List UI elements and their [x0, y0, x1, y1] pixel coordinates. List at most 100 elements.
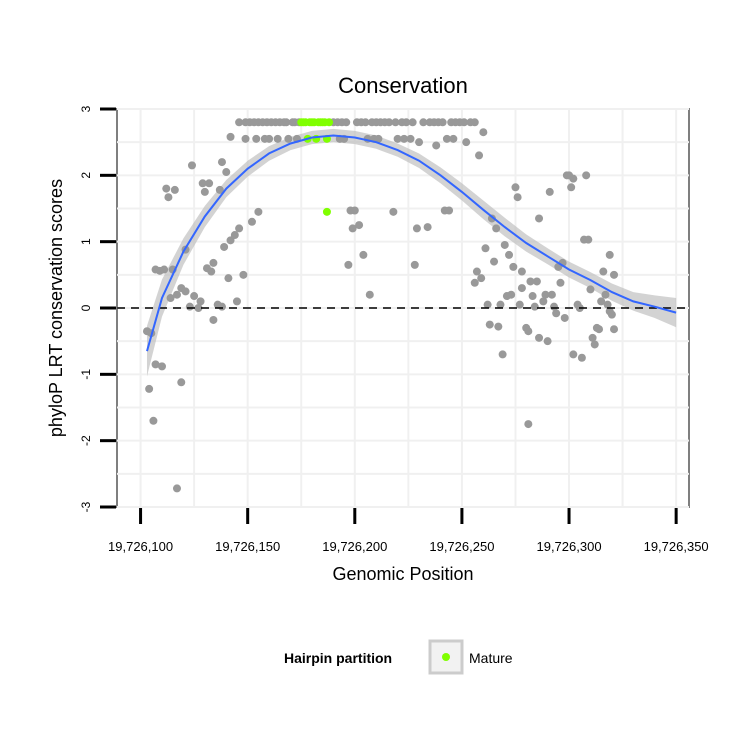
data-point — [472, 267, 481, 276]
y-tick-label: -2 — [79, 435, 93, 446]
mature-point — [322, 207, 331, 216]
data-point — [149, 416, 158, 425]
data-point — [597, 297, 606, 306]
data-point — [423, 223, 432, 232]
data-point — [475, 151, 484, 160]
data-point — [547, 290, 556, 299]
legend-label-mature: Mature — [469, 650, 513, 666]
data-point — [517, 267, 526, 276]
data-point — [605, 250, 614, 259]
data-point — [526, 277, 535, 286]
data-points — [142, 118, 619, 493]
data-point — [582, 171, 591, 180]
data-point — [230, 231, 239, 240]
data-point — [160, 265, 169, 274]
data-point — [500, 240, 509, 249]
data-point — [539, 297, 548, 306]
data-point — [177, 378, 186, 387]
data-point — [220, 242, 229, 251]
data-point — [556, 278, 565, 287]
data-point — [507, 290, 516, 299]
data-point — [511, 183, 520, 192]
data-point — [226, 132, 235, 141]
data-point — [569, 350, 578, 359]
data-point — [590, 340, 599, 349]
data-point — [607, 310, 616, 319]
x-tick-label: 19,726,100 — [108, 539, 173, 554]
data-point — [172, 484, 181, 493]
data-point — [365, 290, 374, 299]
data-point — [569, 174, 578, 183]
data-point — [400, 134, 409, 143]
data-point — [586, 285, 595, 294]
data-point — [577, 353, 586, 362]
data-point — [200, 187, 209, 196]
data-point — [552, 309, 561, 318]
data-point — [584, 235, 593, 244]
y-tick-label: -3 — [79, 501, 93, 512]
data-point — [498, 350, 507, 359]
data-point — [145, 384, 154, 393]
data-point — [560, 313, 569, 322]
data-point — [232, 297, 241, 306]
data-point — [217, 302, 226, 311]
data-point — [393, 134, 402, 143]
data-point — [415, 138, 424, 147]
data-point — [209, 315, 218, 324]
y-tick-label: 3 — [79, 105, 93, 112]
data-point — [412, 224, 421, 233]
data-point — [445, 206, 454, 215]
data-point — [487, 214, 496, 223]
data-point — [217, 158, 226, 167]
data-point — [190, 292, 199, 301]
data-point — [361, 118, 370, 127]
data-point — [391, 118, 400, 127]
data-point — [532, 277, 541, 286]
data-point — [207, 267, 216, 276]
data-point — [601, 290, 610, 299]
data-point — [241, 134, 250, 143]
y-tick-label: 0 — [79, 304, 93, 311]
data-point — [402, 118, 411, 127]
data-point — [389, 207, 398, 216]
data-point — [406, 134, 415, 143]
data-point — [530, 302, 539, 311]
data-point — [483, 300, 492, 309]
data-point — [524, 420, 533, 429]
data-point — [344, 260, 353, 269]
data-point — [273, 134, 282, 143]
legend-key-mature — [442, 653, 450, 661]
data-point — [535, 214, 544, 223]
data-point — [222, 168, 231, 177]
data-point — [359, 250, 368, 259]
data-point — [164, 193, 173, 202]
data-point — [185, 302, 194, 311]
data-point — [172, 290, 181, 299]
data-point — [157, 362, 166, 371]
data-point — [490, 257, 499, 266]
data-point — [528, 292, 537, 301]
data-point — [535, 333, 544, 342]
data-point — [342, 118, 351, 127]
data-point — [385, 118, 394, 127]
data-point — [513, 193, 522, 202]
data-point — [438, 118, 447, 127]
data-point — [505, 250, 514, 259]
data-point — [224, 274, 233, 283]
data-point — [545, 187, 554, 196]
data-point — [479, 128, 488, 137]
data-point — [265, 134, 274, 143]
x-tick-label: 19,726,350 — [644, 539, 709, 554]
legend-title: Hairpin partition — [284, 650, 392, 666]
data-point — [205, 179, 214, 188]
mature-point — [325, 118, 334, 127]
x-axis: 19,726,100 19,726,150 19,726,200 19,726,250… — [108, 508, 709, 554]
data-point — [282, 118, 291, 127]
x-tick-label: 19,726,200 — [322, 539, 387, 554]
data-point — [588, 333, 597, 342]
data-point — [350, 206, 359, 215]
data-point — [442, 134, 451, 143]
x-axis-label: Genomic Position — [332, 564, 473, 584]
data-point — [492, 224, 501, 233]
